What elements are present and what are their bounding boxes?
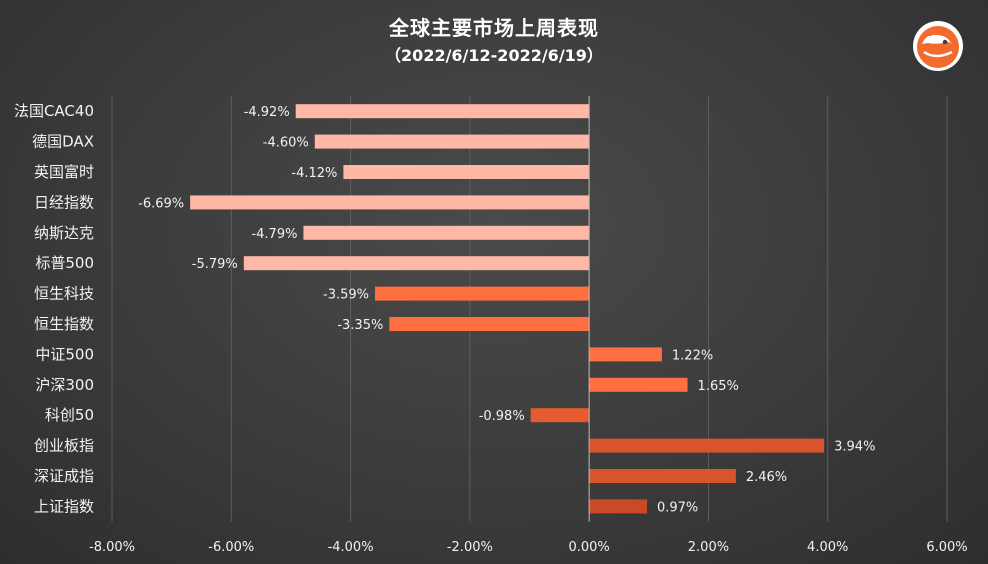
bar bbox=[295, 104, 590, 119]
data-label: -3.35% bbox=[337, 318, 383, 333]
data-label: 0.97% bbox=[657, 500, 698, 515]
data-label: 3.94% bbox=[834, 440, 875, 455]
category-label: 法国CAC40 bbox=[14, 102, 94, 120]
data-label: -4.60% bbox=[263, 136, 309, 151]
chart-subtitle: （2022/6/12-2022/6/19） bbox=[385, 46, 603, 65]
bar bbox=[589, 377, 688, 392]
bar bbox=[303, 225, 590, 240]
category-label: 中证500 bbox=[35, 345, 94, 363]
data-label: -4.79% bbox=[251, 227, 297, 242]
bar bbox=[190, 195, 590, 210]
category-label: 沪深300 bbox=[35, 376, 94, 394]
data-label: -4.92% bbox=[244, 105, 290, 120]
data-label: 2.46% bbox=[746, 470, 787, 485]
bar bbox=[375, 286, 590, 301]
bar bbox=[589, 347, 662, 362]
bar bbox=[389, 317, 590, 331]
category-label: 德国DAX bbox=[32, 133, 94, 151]
category-label: 英国富时 bbox=[34, 163, 94, 181]
bar bbox=[314, 134, 590, 149]
category-label: 恒生指数 bbox=[34, 315, 94, 333]
brand-logo-icon bbox=[913, 21, 963, 71]
category-label: 深证成指 bbox=[34, 467, 94, 485]
x-tick-label: -4.00% bbox=[328, 540, 374, 555]
x-tick-label: -6.00% bbox=[208, 540, 254, 555]
x-tick-label: 6.00% bbox=[926, 540, 967, 555]
data-label: -3.59% bbox=[323, 288, 369, 303]
category-label: 标普500 bbox=[35, 254, 94, 272]
category-label: 创业板指 bbox=[34, 437, 94, 455]
category-label: 纳斯达克 bbox=[34, 224, 94, 242]
category-label: 日经指数 bbox=[34, 193, 94, 211]
bar bbox=[589, 438, 825, 453]
category-label: 上证指数 bbox=[34, 497, 94, 515]
bar bbox=[343, 165, 590, 179]
x-tick-label: 2.00% bbox=[688, 540, 729, 555]
x-tick-label: -2.00% bbox=[447, 540, 493, 555]
category-label: 恒生科技 bbox=[34, 285, 94, 303]
data-label: -0.98% bbox=[479, 409, 525, 424]
x-tick-label: 0.00% bbox=[568, 540, 609, 555]
bar bbox=[243, 256, 590, 271]
data-label: -4.12% bbox=[291, 166, 337, 181]
category-label: 科创50 bbox=[45, 406, 94, 424]
data-label: -5.79% bbox=[192, 257, 238, 272]
bar bbox=[589, 499, 647, 514]
bar bbox=[530, 408, 590, 423]
x-tick-label: -8.00% bbox=[89, 540, 135, 555]
data-label: 1.22% bbox=[672, 348, 713, 363]
data-label: -6.69% bbox=[138, 196, 184, 211]
chart-title: 全球主要市场上周表现 bbox=[389, 16, 599, 40]
bar bbox=[589, 469, 736, 483]
data-label: 1.65% bbox=[698, 379, 739, 394]
x-tick-label: 4.00% bbox=[807, 540, 848, 555]
